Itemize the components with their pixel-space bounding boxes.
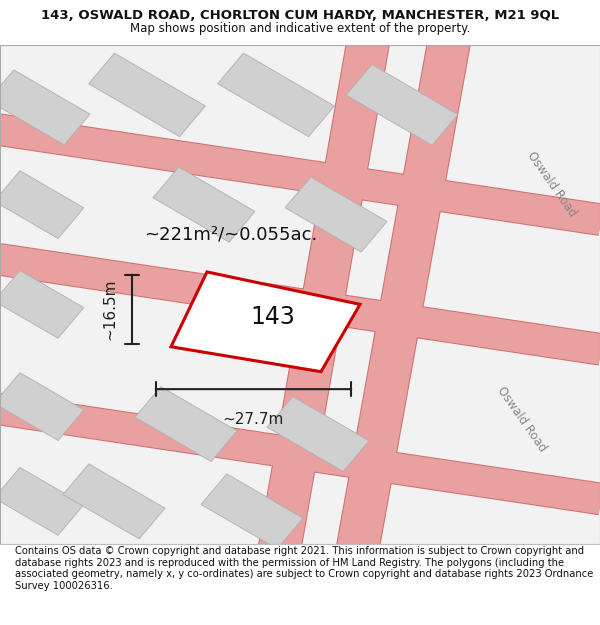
Text: Map shows position and indicative extent of the property.: Map shows position and indicative extent… [130, 22, 470, 35]
Text: 143: 143 [251, 305, 295, 329]
Text: ~27.7m: ~27.7m [223, 412, 284, 427]
Polygon shape [346, 64, 458, 145]
Polygon shape [171, 272, 360, 372]
Text: Contains OS data © Crown copyright and database right 2021. This information is : Contains OS data © Crown copyright and d… [15, 546, 593, 591]
Polygon shape [0, 171, 84, 239]
Polygon shape [89, 53, 205, 137]
Text: Oswald Road: Oswald Road [495, 384, 549, 454]
Polygon shape [0, 372, 84, 441]
Text: ~221m²/~0.055ac.: ~221m²/~0.055ac. [145, 226, 317, 244]
Polygon shape [218, 53, 334, 137]
Polygon shape [0, 271, 84, 338]
Polygon shape [201, 474, 303, 549]
Polygon shape [153, 167, 255, 242]
Text: ~16.5m: ~16.5m [102, 279, 117, 340]
Polygon shape [63, 464, 165, 539]
Text: 143, OSWALD ROAD, CHORLTON CUM HARDY, MANCHESTER, M21 9QL: 143, OSWALD ROAD, CHORLTON CUM HARDY, MA… [41, 9, 559, 22]
Polygon shape [135, 386, 237, 461]
Polygon shape [285, 177, 387, 252]
Polygon shape [267, 396, 369, 471]
Polygon shape [0, 468, 84, 535]
Text: Oswald Road: Oswald Road [525, 149, 579, 219]
Polygon shape [0, 70, 90, 145]
